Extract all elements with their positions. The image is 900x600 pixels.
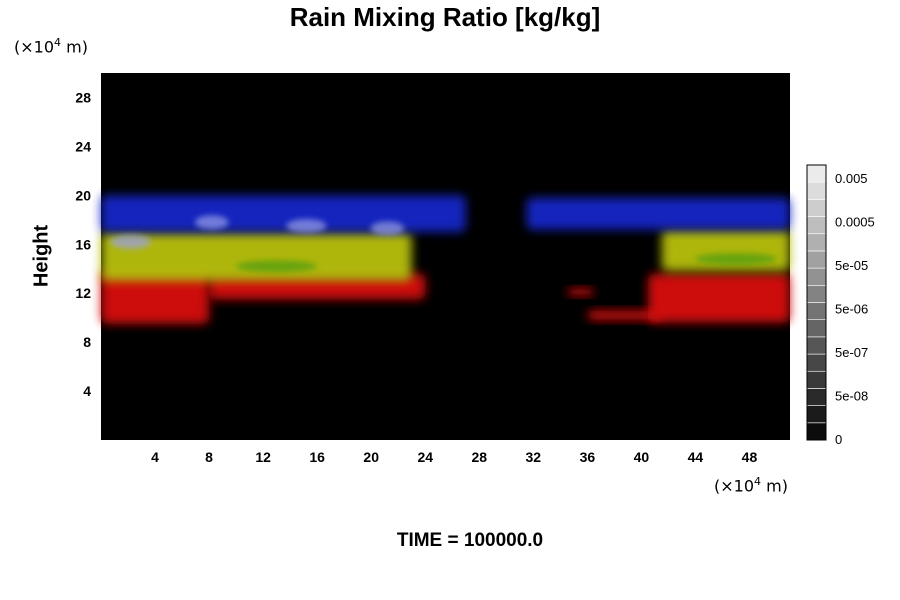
blue-highlight-2: [286, 218, 327, 233]
x-tick-label-40: 40: [634, 449, 650, 465]
blue-highlights: [110, 215, 405, 249]
colorbar-level-4: [806, 353, 827, 372]
y-tick-label-4: 4: [83, 383, 91, 399]
y-tick-label-16: 16: [75, 236, 91, 252]
colorbar-level-10: [806, 250, 827, 269]
blue-highlight-0: [110, 234, 151, 249]
layer-0-blob-2: [567, 288, 595, 296]
colorbar-level-13: [806, 199, 827, 217]
x-tick-label-24: 24: [417, 449, 433, 465]
x-unit-label: (×104 m): [714, 472, 788, 496]
x-tick-label-32: 32: [526, 449, 542, 465]
colorbar-label-1: 5e-08: [835, 389, 868, 404]
colorbar-level-1: [806, 405, 827, 424]
colorbar-label-5: 0.0005: [835, 215, 875, 230]
colorbar-level-15: [806, 164, 827, 183]
y-tick-label-28: 28: [75, 89, 91, 105]
x-tick-label-12: 12: [255, 449, 271, 465]
layer-1-blob-1: [661, 229, 790, 272]
green-highlight-0: [695, 252, 777, 265]
colorbar-label-2: 5e-07: [835, 345, 868, 360]
colorbar-level-7: [806, 302, 827, 320]
blue-highlight-3: [370, 221, 405, 236]
layer-0-blob-4: [648, 273, 790, 323]
colorbar-level-3: [806, 370, 827, 389]
x-tick-label-8: 8: [205, 449, 213, 465]
x-unit-suffix: m): [761, 476, 788, 496]
colorbar: 0 5e-08 5e-07 5e-06 5e-05 0.0005 0.005: [806, 164, 875, 447]
y-tick-label-24: 24: [75, 138, 91, 154]
y-unit-prefix: (×10: [14, 37, 55, 57]
chart-title: Rain Mixing Ratio [kg/kg]: [289, 2, 601, 32]
layer-1-blob-0: [101, 232, 412, 281]
green-highlight-1: [236, 260, 318, 273]
y-tick-label-12: 12: [75, 285, 91, 301]
x-tick-label-16: 16: [309, 449, 325, 465]
blue-highlight-1: [194, 215, 229, 230]
y-tick-label-20: 20: [75, 187, 91, 203]
green-highlights: [236, 252, 777, 273]
y-unit-label: (×104 m): [14, 33, 88, 57]
layer-0-blob-0: [101, 271, 210, 324]
layer-2-blob-1: [526, 197, 790, 230]
colorbar-level-6: [806, 319, 827, 338]
layer-2-blob-0: [101, 195, 466, 233]
colorbar-level-11: [806, 233, 827, 252]
colorbar-level-12: [806, 216, 827, 235]
colorbar-level-14: [806, 181, 827, 200]
colorbar-level-8: [806, 285, 827, 303]
y-tick-label-8: 8: [83, 334, 91, 350]
time-label: TIME = 100000.0: [396, 530, 544, 551]
colorbar-label-0: 0: [835, 432, 842, 447]
x-tick-label-44: 44: [688, 449, 704, 465]
x-unit-prefix: (×10: [714, 476, 755, 496]
x-unit-exponent: 4: [754, 475, 762, 488]
colorbar-label-3: 5e-06: [835, 302, 868, 317]
layer-0-blob-3: [587, 310, 662, 321]
y-unit-exponent: 4: [54, 36, 62, 49]
colorbar-level-9: [806, 267, 827, 286]
x-tick-label-36: 36: [580, 449, 596, 465]
rain-layers: [101, 195, 790, 324]
colorbar-label-4: 5e-05: [835, 258, 868, 273]
x-tick-label-48: 48: [742, 449, 758, 465]
colorbar-level-5: [806, 336, 827, 355]
x-tick-label-4: 4: [151, 449, 159, 465]
colorbar-label-6: 0.005: [835, 171, 868, 186]
x-tick-label-28: 28: [471, 449, 487, 465]
colorbar-frame: [806, 164, 827, 441]
colorbar-level-2: [806, 388, 827, 406]
colorbar-level-0: [806, 422, 827, 441]
y-unit-suffix: m): [61, 37, 88, 57]
x-tick-label-20: 20: [363, 449, 379, 465]
